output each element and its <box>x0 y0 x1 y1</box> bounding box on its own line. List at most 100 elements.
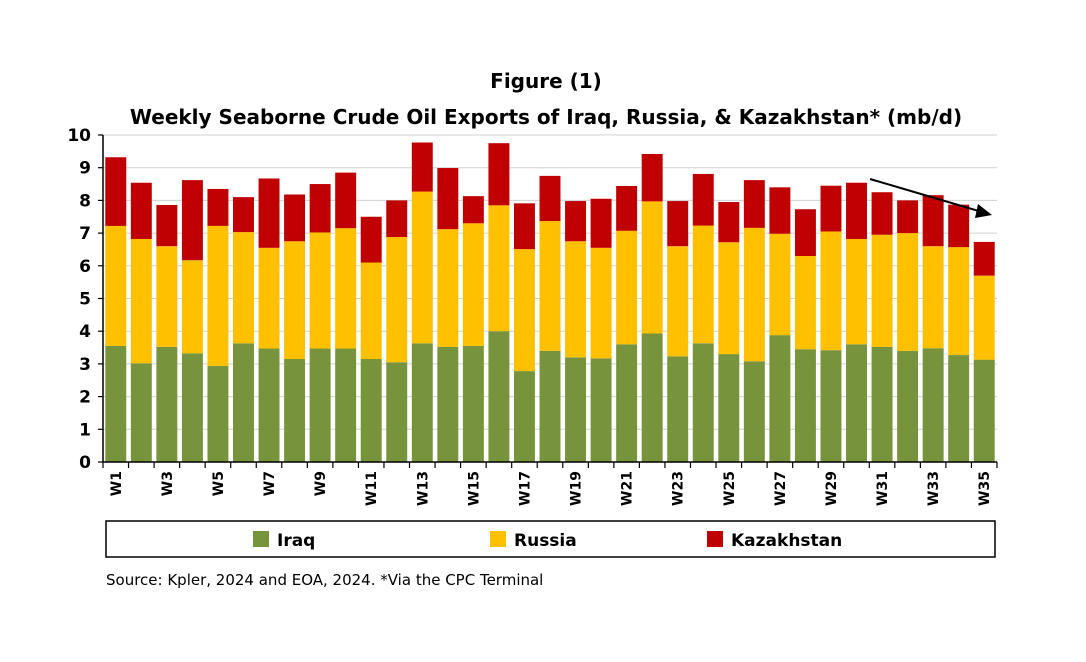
x-tick-label: W23 <box>671 471 687 506</box>
x-tick-label: W15 <box>466 471 482 506</box>
bar-kazakhstan-w10 <box>335 172 357 229</box>
x-tick-label: W9 <box>313 471 329 496</box>
bar-kazakhstan-w26 <box>743 180 765 228</box>
y-tick-label: 8 <box>79 191 91 211</box>
bar-kazakhstan-w28 <box>794 209 816 256</box>
trend-arrow-head <box>975 204 992 218</box>
bar-iraq-w9 <box>309 348 331 462</box>
bar-kazakhstan-w6 <box>233 197 254 233</box>
x-tick-label: W17 <box>517 471 533 506</box>
bar-iraq-w17 <box>513 371 535 462</box>
bar-iraq-w21 <box>616 344 638 462</box>
bar-russia-w13 <box>411 191 433 344</box>
bar-iraq-w11 <box>360 359 382 462</box>
y-tick-label: 10 <box>67 126 91 146</box>
bar-iraq-w10 <box>335 348 357 462</box>
bar-russia-w21 <box>616 230 638 345</box>
bar-russia-w22 <box>641 201 663 334</box>
x-axis-ticks: W1 W3 W5 W7 W9 W11 W13 W15 W17 W19 W21 W23 W25 W27 W29… <box>109 471 993 506</box>
bar-russia-w19 <box>565 241 587 358</box>
bar-russia-w6 <box>233 232 254 344</box>
bar-russia-w17 <box>513 249 535 372</box>
bar-kazakhstan-w12 <box>386 200 408 238</box>
bar-iraq-w30 <box>846 344 867 462</box>
x-tick-label: W31 <box>875 471 891 506</box>
bar-iraq-w18 <box>539 350 561 462</box>
bar-iraq-w35 <box>973 359 995 462</box>
bar-kazakhstan-w9 <box>309 184 331 233</box>
source-note: Source: Kpler, 2024 and EOA, 2024. *Via … <box>106 571 543 589</box>
bar-kazakhstan-w32 <box>897 200 919 234</box>
bar-iraq-w31 <box>871 346 893 462</box>
y-tick-label: 2 <box>79 388 91 408</box>
y-tick-label: 5 <box>79 290 91 310</box>
bar-iraq-w27 <box>769 335 791 462</box>
bar-russia-w3 <box>156 246 178 347</box>
chart-subtitle: Weekly Seaborne Crude Oil Exports of Ira… <box>130 105 962 129</box>
bar-kazakhstan-w7 <box>258 178 280 248</box>
bar-kazakhstan-w14 <box>437 168 459 230</box>
legend-label-russia: Russia <box>514 531 577 551</box>
bar-kazakhstan-w5 <box>207 188 229 226</box>
bar-iraq-w20 <box>590 358 612 462</box>
bar-russia-w14 <box>437 229 459 347</box>
bar-russia-w33 <box>922 246 944 349</box>
x-tick-label: W1 <box>109 471 125 496</box>
bar-kazakhstan-w30 <box>846 182 867 239</box>
bar-iraq-w34 <box>948 355 970 462</box>
bar-iraq-w28 <box>794 349 816 462</box>
bar-russia-w23 <box>667 246 689 357</box>
bar-russia-w16 <box>488 205 510 332</box>
bar-russia-w18 <box>539 221 561 351</box>
bar-russia-w11 <box>360 262 382 359</box>
legend-swatch-russia <box>490 531 506 547</box>
bar-russia-w24 <box>692 225 714 344</box>
bar-russia-w10 <box>335 228 357 349</box>
bar-russia-w28 <box>794 255 816 350</box>
bar-iraq-w22 <box>641 333 663 462</box>
bar-iraq-w29 <box>820 350 842 462</box>
bar-russia-w25 <box>718 242 740 355</box>
x-tick-label: W27 <box>773 471 789 506</box>
bar-russia-w34 <box>948 247 970 356</box>
bar-kazakhstan-w16 <box>488 143 510 206</box>
bar-kazakhstan-w24 <box>692 173 714 226</box>
bar-russia-w26 <box>743 227 765 362</box>
bar-kazakhstan-w29 <box>820 185 842 232</box>
bar-kazakhstan-w33 <box>922 195 944 247</box>
bar-kazakhstan-w31 <box>871 192 893 235</box>
bar-iraq-w12 <box>386 362 408 462</box>
bar-iraq-w25 <box>718 354 740 462</box>
bar-iraq-w33 <box>922 348 944 462</box>
x-tick-label: W19 <box>569 471 585 506</box>
bar-russia-w5 <box>207 225 229 366</box>
bar-iraq-w19 <box>565 357 587 462</box>
bar-kazakhstan-w8 <box>284 194 306 242</box>
bar-iraq-w16 <box>488 331 510 462</box>
bar-iraq-w13 <box>411 343 433 462</box>
y-tick-label: 4 <box>79 322 91 342</box>
bar-kazakhstan-w34 <box>948 204 970 248</box>
bar-kazakhstan-w15 <box>462 196 484 224</box>
trend-arrow <box>869 178 992 218</box>
bars <box>105 142 995 462</box>
bar-russia-w7 <box>258 247 280 349</box>
bar-kazakhstan-w4 <box>181 180 203 261</box>
x-tick-label: W35 <box>977 471 993 506</box>
bar-iraq-w1 <box>105 345 127 462</box>
bar-iraq-w15 <box>462 345 484 462</box>
bar-kazakhstan-w19 <box>565 201 587 242</box>
bar-russia-w20 <box>590 247 612 359</box>
x-tick-label: W7 <box>262 471 278 496</box>
bar-kazakhstan-w35 <box>973 241 995 276</box>
bar-kazakhstan-w18 <box>539 175 561 222</box>
chart-title: Figure (1) <box>490 69 602 93</box>
legend: Iraq Russia Kazakhstan <box>105 520 996 558</box>
bar-iraq-w32 <box>897 350 919 462</box>
legend-label-iraq: Iraq <box>277 531 315 551</box>
x-tick-label: W21 <box>620 471 636 506</box>
legend-label-kazakhstan: Kazakhstan <box>731 531 842 551</box>
y-tick-label: 3 <box>79 355 91 375</box>
legend-swatch-kazakhstan <box>707 531 723 547</box>
